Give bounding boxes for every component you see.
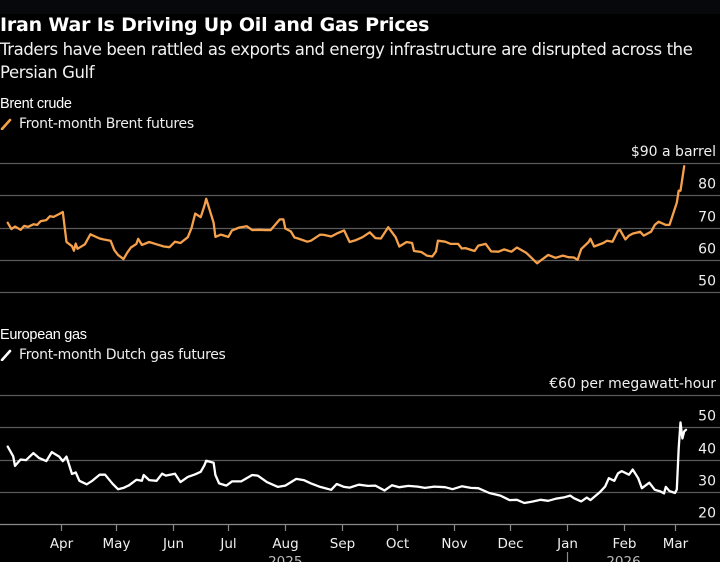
brent-ytick-label: 80 (698, 177, 716, 193)
x-tick-label: May (103, 536, 131, 552)
gas-legend-label: Front-month Dutch gas futures (19, 347, 226, 363)
brent-legend-label: Front-month Brent futures (19, 116, 194, 132)
gas-ytick-label: 40 (698, 442, 716, 458)
brent-series (6, 165, 686, 265)
brent-unit-label: $90 a barrel (631, 144, 716, 160)
x-tick-label: Nov (441, 536, 467, 552)
x-tick-label: Jan (556, 536, 578, 552)
gas-series (6, 421, 688, 505)
x-tick-label: Jun (162, 536, 184, 552)
gas-unit-label: €60 per megawatt-hour (549, 376, 716, 392)
brent-line (6, 165, 686, 265)
year-label: 2026 (606, 554, 640, 562)
gas-ytick-label: 50 (698, 409, 716, 425)
x-tick-label: Jul (219, 536, 236, 552)
x-tick-label: Feb (613, 536, 637, 552)
x-tick-label: Aug (272, 536, 298, 552)
x-tick-label: Dec (497, 536, 523, 552)
gas-line (6, 421, 688, 505)
slash-line-icon (0, 349, 12, 361)
gas-ytick-label: 20 (698, 506, 716, 522)
brent-ytick-label: 50 (698, 274, 716, 290)
brent-panel-title: Brent crude (0, 96, 72, 112)
brent-gridlines: 80 70 60 50 $90 a barrel (0, 144, 720, 294)
year-label: 2025 (268, 554, 302, 562)
slash-line-icon (0, 118, 12, 130)
top-bar (0, 0, 720, 14)
x-tick-label: Sep (330, 536, 355, 552)
gas-ytick-label: 30 (698, 474, 716, 490)
x-tick-label: Oct (386, 536, 409, 552)
x-axis: Apr May Jun Jul Aug Sep Oct Nov Dec Jan Feb Mar 2025… (50, 524, 689, 562)
gas-gridlines: 50 40 30 20 €60 per megawatt-hour (0, 376, 720, 526)
brent-ytick-label: 70 (698, 210, 716, 226)
x-tick-label: Apr (50, 536, 74, 552)
brent-legend: Front-month Brent futures (0, 116, 194, 132)
gas-legend: Front-month Dutch gas futures (0, 347, 226, 363)
chart-subtitle: Traders have been rattled as exports and… (0, 40, 693, 82)
brent-ytick-label: 60 (698, 242, 716, 258)
x-tick-label: Mar (663, 536, 689, 552)
gas-panel-title: European gas (0, 327, 87, 343)
chart-title: Iran War Is Driving Up Oil and Gas Price… (0, 14, 430, 36)
